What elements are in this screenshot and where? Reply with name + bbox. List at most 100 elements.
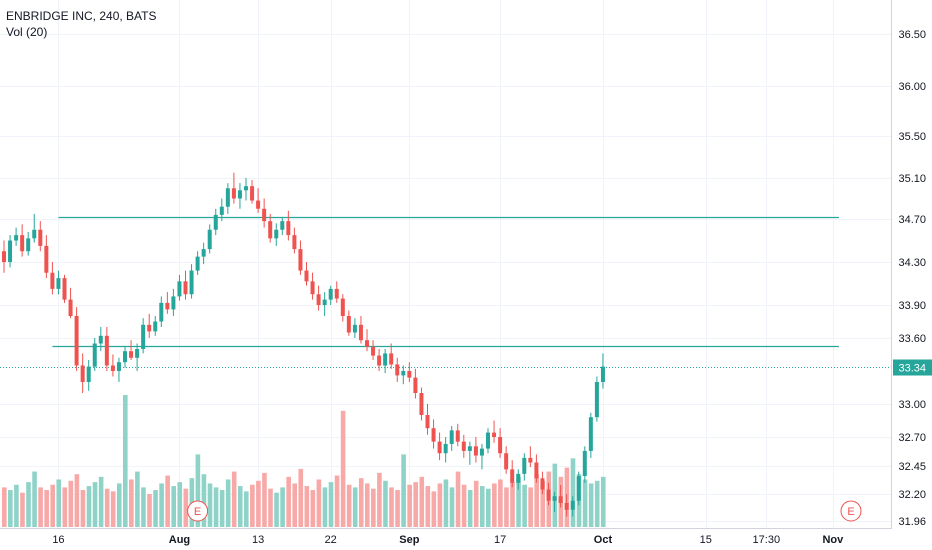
volume-bar: [461, 484, 467, 527]
volume-bar: [473, 480, 479, 527]
candle: [8, 235, 13, 268]
volume-bar: [104, 488, 110, 527]
candle: [256, 188, 261, 213]
price-tick-label: 32.20: [898, 489, 926, 501]
volume-bar: [594, 480, 600, 527]
candle: [358, 316, 363, 344]
price-tick-label: 34.70: [898, 214, 926, 226]
candle-body: [2, 251, 6, 262]
candle-body: [159, 302, 164, 322]
candle-body: [153, 321, 158, 332]
candle: [346, 310, 351, 336]
candle: [401, 365, 406, 385]
candle: [262, 198, 267, 228]
candle-body: [14, 235, 19, 241]
candle: [510, 460, 515, 488]
candle-body: [129, 351, 134, 358]
candle: [437, 432, 442, 461]
candle-body: [413, 377, 418, 393]
volume-bar: [498, 479, 503, 527]
candle: [14, 227, 19, 246]
volume-bar: [358, 478, 364, 527]
candle-body: [237, 190, 242, 199]
candle-body: [365, 340, 369, 347]
candle-body: [225, 188, 230, 207]
candle-body: [419, 393, 424, 415]
volume-indicator-label: Vol (20): [6, 25, 48, 39]
candle-body: [231, 188, 236, 199]
candle-body: [68, 299, 73, 316]
volume-bar: [274, 492, 279, 527]
earnings-marker[interactable]: E: [187, 500, 209, 522]
candle-body: [104, 335, 109, 366]
time-tick-label: Sep: [399, 534, 419, 546]
price-tick-label: 35.50: [898, 131, 926, 143]
symbol-title: ENBRIDGE INC, 240, BATS: [6, 9, 157, 23]
candle-body: [8, 240, 13, 262]
volume-bar: [195, 454, 201, 527]
candle-body: [576, 476, 581, 501]
volume-bar: [231, 471, 237, 527]
candle-body: [522, 457, 527, 474]
price-tick-label: 31.96: [898, 516, 926, 528]
candle: [334, 281, 339, 303]
candle-body: [534, 462, 539, 479]
last-price-tag: 33.34: [893, 359, 932, 376]
volume-bar: [377, 472, 382, 527]
candle: [492, 420, 497, 443]
candle: [244, 178, 248, 201]
volume-bar: [352, 487, 358, 527]
time-tick-label: Nov: [822, 534, 844, 546]
candle-body: [340, 298, 345, 316]
candle: [195, 251, 200, 275]
candle: [123, 346, 127, 368]
candle-body: [455, 430, 460, 442]
volume-bar: [280, 487, 285, 527]
candle-body: [371, 346, 376, 356]
volume-bar: [510, 482, 515, 527]
candle: [32, 213, 37, 243]
volume-bar: [389, 487, 394, 527]
candle: [461, 434, 466, 458]
price-tick-label: 36.50: [898, 29, 926, 41]
volume-bar: [582, 479, 588, 527]
candle-body: [443, 443, 448, 454]
volume-bar: [431, 491, 437, 527]
volume-bar: [395, 490, 400, 527]
earnings-marker[interactable]: E: [840, 500, 862, 522]
candle: [449, 426, 454, 451]
candle-body: [86, 366, 91, 382]
candle-body: [292, 235, 297, 250]
candle-body: [310, 281, 315, 295]
candle-body: [558, 496, 563, 503]
volume-bar: [32, 471, 37, 527]
price-axis-background[interactable]: [892, 0, 932, 550]
time-tick-label: 17: [494, 534, 506, 546]
candle: [213, 208, 218, 236]
volume-bar: [44, 490, 49, 527]
volume-bar: [20, 492, 25, 527]
volume-bar: [407, 484, 412, 527]
candle: [594, 376, 599, 422]
candle: [38, 221, 43, 252]
candle-body: [358, 324, 363, 341]
candle-body: [395, 364, 400, 376]
time-tick-label: 17:30: [753, 534, 781, 546]
volume-bar: [201, 474, 207, 527]
volume-bar: [129, 479, 134, 527]
candle-body: [389, 353, 394, 365]
candle: [540, 471, 545, 494]
volume-bar: [334, 475, 340, 527]
candle: [177, 274, 182, 301]
volume-bar: [346, 484, 352, 527]
candle-body: [594, 382, 599, 418]
candle: [479, 443, 484, 470]
time-tick-label: 15: [700, 534, 712, 546]
candle-body: [467, 446, 472, 451]
candle: [443, 437, 448, 463]
candle: [588, 412, 593, 458]
volume-bar: [413, 482, 418, 527]
candle-body: [479, 448, 484, 456]
candle-body: [80, 365, 85, 382]
